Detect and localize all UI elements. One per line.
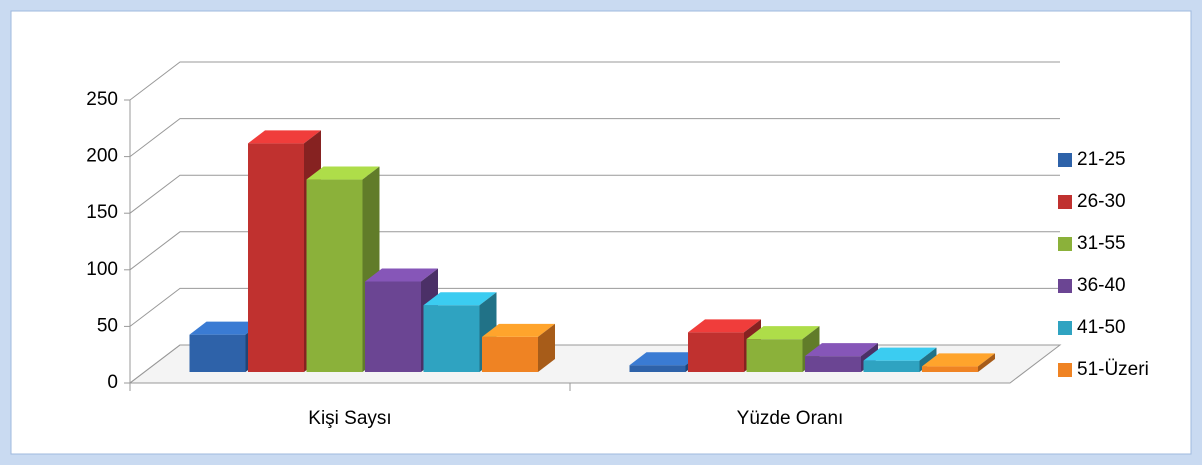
legend-swatch: [1058, 363, 1072, 377]
bar-top: [189, 321, 263, 335]
y-tick-label: 200: [86, 146, 118, 167]
bar-front: [423, 305, 480, 372]
y-tick-label: 100: [86, 259, 118, 280]
bar-front: [629, 365, 686, 372]
grid-line: [129, 287, 1060, 327]
y-tick-label: 150: [86, 202, 118, 223]
legend-label: 36-40: [1077, 275, 1126, 296]
bar-front: [805, 356, 861, 372]
legend-label: 51-Üzeri: [1077, 359, 1149, 380]
bar-side: [978, 353, 995, 372]
x-tick-label: Kişi Saysı: [308, 408, 391, 429]
bar: [805, 343, 878, 372]
x-tick-label: Yüzde Oranı: [737, 408, 844, 429]
bar-top: [629, 352, 703, 366]
grid-line: [129, 118, 1060, 157]
legend-swatch: [1058, 321, 1072, 335]
legend-swatch: [1058, 237, 1072, 251]
bar-front: [482, 336, 538, 372]
bar-front: [688, 332, 744, 372]
bar-front: [248, 143, 304, 372]
bar-top: [805, 343, 878, 357]
bar-front: [922, 366, 978, 372]
bar-front: [365, 281, 421, 372]
legend-label: 21-25: [1077, 149, 1126, 170]
y-tick-label: 250: [86, 89, 118, 110]
y-tick-label: 50: [97, 315, 118, 336]
bar-side: [538, 323, 555, 372]
bar-front: [306, 179, 363, 372]
legend-label: 41-50: [1077, 317, 1126, 338]
legend-swatch: [1058, 153, 1072, 167]
bar: [688, 319, 761, 372]
bar-top: [306, 166, 380, 180]
grid-line: [129, 174, 1060, 214]
y-tick-label: 0: [107, 372, 118, 393]
bar-front: [189, 334, 246, 372]
bar-top: [922, 353, 995, 367]
legend-swatch: [1058, 279, 1072, 293]
bar: [482, 323, 555, 372]
bar-front: [863, 360, 920, 372]
bar-front: [746, 339, 803, 372]
bar-top: [482, 323, 555, 337]
plot-area: [10, 10, 1192, 455]
grid-line: [129, 61, 1060, 101]
legend-label: 26-30: [1077, 191, 1126, 212]
bar-top: [423, 292, 497, 306]
bar-top: [746, 326, 820, 340]
bar-top: [365, 268, 438, 282]
bar-top: [248, 130, 321, 144]
legend-swatch: [1058, 195, 1072, 209]
bar-top: [688, 319, 761, 333]
grid-line: [129, 231, 1060, 271]
bar-top: [863, 347, 937, 361]
legend-label: 31-55: [1077, 233, 1126, 254]
bar: [922, 353, 995, 372]
